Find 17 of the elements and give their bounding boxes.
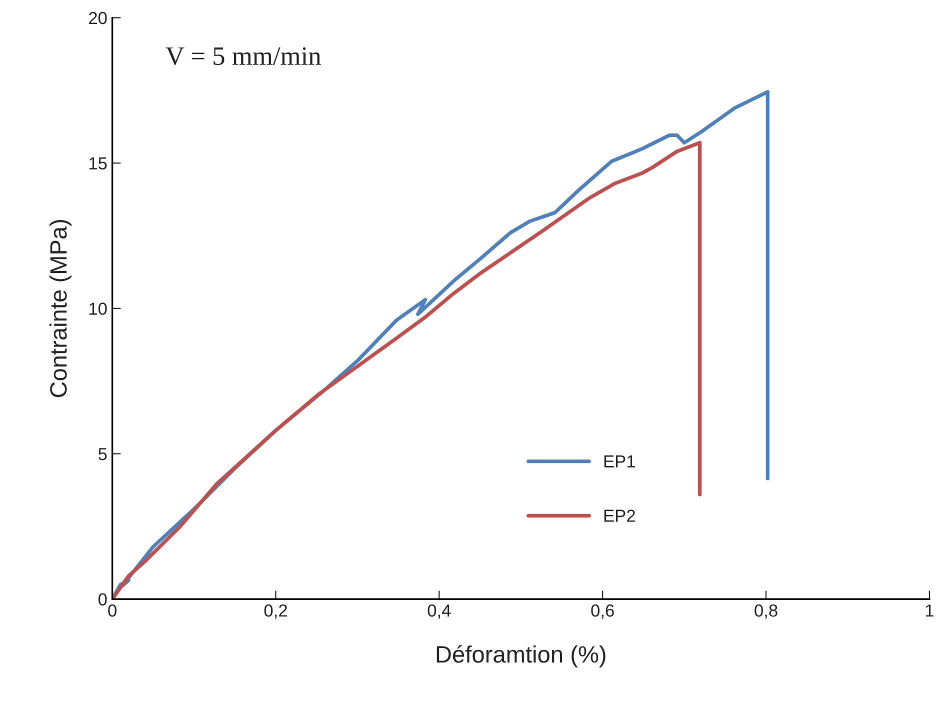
line-series — [112, 140, 702, 600]
annotation: V = 5 mm/min — [166, 47, 321, 66]
y-axis-title: Contrainte (MPa) — [49, 220, 72, 398]
legend-label: EP2 — [604, 510, 635, 522]
legend-label: EP1 — [604, 455, 635, 468]
x-tick-label: 0,6 — [591, 604, 614, 619]
x-tick-label: 0,4 — [428, 604, 451, 619]
y-tick-label: 5 — [98, 448, 107, 460]
x-axis-title: Déforamtion (%) — [436, 645, 606, 668]
x-tick-label: 0,2 — [264, 604, 287, 619]
x-tick-label: 0,8 — [754, 604, 778, 619]
x-tick-label: 1 — [926, 604, 934, 617]
x-tick-label: 0 — [108, 604, 116, 617]
y-tick-label: 15 — [89, 157, 107, 170]
y-tick-label: 10 — [89, 302, 107, 315]
y-tick-label: 20 — [89, 12, 107, 24]
y-tick-label: 0 — [98, 593, 107, 606]
